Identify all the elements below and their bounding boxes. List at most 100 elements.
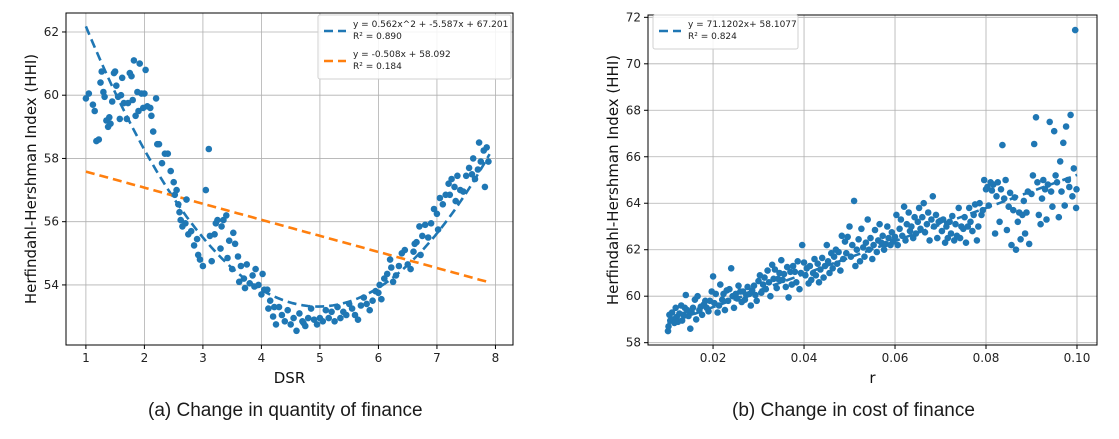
data-point: [911, 213, 918, 221]
data-point: [884, 223, 891, 230]
data-point: [439, 201, 447, 208]
data-point: [687, 325, 694, 333]
data-point: [378, 295, 385, 303]
data-point: [1052, 172, 1059, 179]
data-point: [152, 95, 160, 102]
data-point: [844, 233, 851, 241]
data-point: [1069, 193, 1076, 200]
data-point: [852, 262, 859, 270]
data-point: [947, 230, 955, 237]
data-point: [880, 246, 888, 253]
data-point: [468, 171, 476, 178]
chart-a-x-ticks: 1 2 3 4 5 6 7 8: [82, 345, 499, 365]
data-point: [709, 273, 717, 280]
data-point: [307, 305, 315, 312]
data-point: [272, 321, 280, 328]
data-point: [82, 95, 90, 102]
data-point: [668, 309, 676, 316]
data-point: [177, 216, 184, 224]
data-point: [1061, 202, 1068, 209]
data-point: [485, 158, 492, 165]
data-point: [837, 267, 844, 274]
data-point: [855, 236, 862, 243]
data-point: [955, 204, 962, 212]
data-point: [175, 201, 182, 208]
data-point: [230, 229, 237, 237]
data-point: [919, 213, 926, 221]
legend-r2: R² = 0.890: [353, 32, 402, 42]
data-point: [334, 303, 341, 311]
fit-line-linear: [85, 170, 490, 284]
data-point: [107, 120, 114, 127]
data-point: [680, 311, 687, 319]
data-point: [1071, 26, 1079, 34]
data-point: [237, 262, 245, 270]
data-point: [1072, 204, 1080, 212]
data-point: [255, 281, 262, 289]
data-point: [917, 225, 924, 233]
data-point: [956, 234, 964, 242]
data-point: [921, 229, 929, 236]
data-point: [434, 226, 442, 233]
data-point: [389, 278, 397, 286]
data-point: [794, 258, 801, 265]
data-point: [214, 216, 221, 224]
data-point: [1012, 246, 1020, 253]
data-point: [773, 284, 780, 292]
data-point: [246, 280, 253, 287]
data-point: [97, 79, 104, 86]
data-point: [376, 281, 383, 289]
data-point: [1006, 189, 1014, 197]
data-point: [1064, 176, 1072, 184]
data-point: [1055, 213, 1063, 221]
data-point: [155, 140, 163, 148]
data-point: [814, 260, 821, 268]
data-point: [1060, 139, 1067, 147]
y-tick-label: 58: [44, 151, 59, 165]
data-point: [386, 256, 394, 263]
data-point: [474, 166, 482, 173]
x-tick-label: 5: [316, 351, 324, 365]
data-point: [337, 314, 344, 322]
data-point: [1062, 123, 1070, 130]
y-tick-label: 56: [44, 215, 59, 229]
data-point: [938, 227, 946, 235]
data-point: [149, 128, 157, 135]
data-point: [779, 276, 786, 284]
data-point: [727, 265, 735, 272]
chart-b-grid: [648, 15, 1097, 345]
data-point: [1020, 197, 1028, 205]
chart-a-x-axis-label: DSR: [274, 369, 306, 387]
data-point: [815, 279, 823, 286]
data-point: [962, 239, 970, 246]
data-point: [1005, 203, 1012, 210]
data-point: [225, 237, 233, 244]
chart-b-frame: [647, 14, 1098, 346]
data-point: [1047, 188, 1055, 195]
data-point: [269, 313, 277, 320]
data-point: [1029, 172, 1037, 179]
data-point: [870, 241, 877, 249]
data-point: [351, 311, 359, 319]
data-point: [129, 96, 136, 104]
x-tick-label: 4: [258, 351, 266, 365]
data-point: [224, 254, 231, 262]
data-point: [979, 206, 987, 214]
data-point: [313, 321, 321, 328]
chart-b-y-axis-label: Herfindahl-Hershman Index (HHI): [604, 55, 622, 305]
data-point: [923, 220, 931, 228]
legend-box: [317, 14, 512, 80]
data-point: [348, 305, 356, 312]
data-point: [973, 237, 981, 244]
data-point: [132, 112, 139, 120]
data-point: [871, 226, 879, 234]
data-point: [1053, 179, 1061, 186]
data-point: [360, 294, 368, 301]
data-point: [800, 259, 808, 266]
legend-box: [652, 14, 799, 50]
data-point: [147, 104, 154, 112]
data-point: [173, 186, 180, 194]
chart-a-y-axis-label: Herfindahl-Hershman Index (HHI): [22, 54, 40, 304]
